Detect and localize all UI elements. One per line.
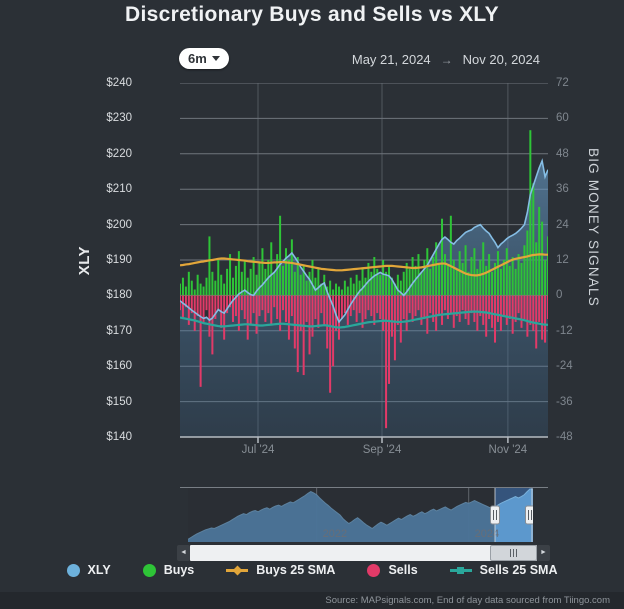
left-axis-tick: $200 xyxy=(106,218,132,231)
navigator-handle[interactable] xyxy=(525,505,534,525)
right-axis-tick: -24 xyxy=(556,360,573,373)
left-axis-tick: $150 xyxy=(106,395,132,408)
legend-circle-icon xyxy=(66,563,80,577)
legend-label: XLY xyxy=(87,563,111,577)
legend-item-sells-25-sma[interactable]: Sells 25 SMA xyxy=(449,563,558,577)
arrow-right-icon: → xyxy=(440,52,453,67)
right-axis-tick: 12 xyxy=(556,254,569,266)
x-axis-tick: Jul '24 xyxy=(241,444,275,456)
left-axis-tick: $240 xyxy=(106,77,132,89)
range-label: 6m xyxy=(188,51,207,66)
navigator-year-label: 2022 xyxy=(323,528,347,540)
legend-circle-icon xyxy=(367,563,381,577)
legend-label: Buys 25 SMA xyxy=(256,563,336,577)
scrollbar: ◄ ► xyxy=(177,545,550,561)
navigator-year-label: 2024 xyxy=(475,528,499,540)
legend-circle-icon xyxy=(142,563,156,577)
legend-label: Buys xyxy=(163,563,195,577)
x-axis-tick: Nov '24 xyxy=(488,444,528,456)
sells-sma-line xyxy=(180,310,548,329)
legend-line-square-icon xyxy=(449,564,472,577)
navigator-top-border xyxy=(180,487,548,488)
right-axis-tick: -12 xyxy=(556,324,573,337)
right-axis-title: BIG MONEY SIGNALS xyxy=(586,148,601,307)
right-axis-tick: -36 xyxy=(556,395,573,408)
scroll-left-button[interactable]: ◄ xyxy=(177,545,190,561)
left-axis-tick: $170 xyxy=(106,324,132,337)
left-axis-tick: $160 xyxy=(106,360,132,373)
legend-label: Sells 25 SMA xyxy=(479,563,558,577)
right-axis-tick: 0 xyxy=(556,289,563,302)
legend: XLY Buys Buys 25 SMA Sells Sells 25 SMA xyxy=(0,563,624,577)
range-selector-button[interactable]: 6m xyxy=(179,48,229,69)
left-axis-tick: $230 xyxy=(106,112,132,125)
right-axis-tick: 48 xyxy=(556,147,569,160)
right-axis-tick: 24 xyxy=(556,218,569,231)
main-chart[interactable] xyxy=(180,83,548,445)
scrollbar-thumb[interactable] xyxy=(490,545,537,561)
dropdown-caret-icon xyxy=(211,56,220,61)
sells-bars xyxy=(180,295,548,429)
right-axis-tick: 36 xyxy=(556,183,569,196)
date-end: Nov 20, 2024 xyxy=(462,52,540,67)
navigator-chart[interactable]: 2022 2024 xyxy=(188,488,533,542)
legend-line-diamond-icon xyxy=(226,564,249,577)
navigator-area xyxy=(188,488,533,542)
navigator-dim-mask xyxy=(188,488,495,542)
right-axis-tick: 60 xyxy=(556,112,569,125)
xly-area-series xyxy=(180,160,548,437)
legend-item-buys-25-sma[interactable]: Buys 25 SMA xyxy=(226,563,335,577)
buys-sma-line xyxy=(180,253,548,277)
left-axis-tick: $180 xyxy=(106,289,132,302)
right-axis-tick: 72 xyxy=(556,77,569,89)
left-axis-tick: $140 xyxy=(106,431,132,443)
xly-line xyxy=(180,158,548,324)
source-text: Source: MAPsignals.com, End of day data … xyxy=(325,595,610,606)
left-axis-tick: $220 xyxy=(106,147,132,160)
left-axis-tick: $210 xyxy=(106,183,132,196)
date-range: May 21, 2024 → Nov 20, 2024 xyxy=(352,52,540,67)
legend-label: Sells xyxy=(388,563,418,577)
legend-item-xly[interactable]: XLY xyxy=(66,563,111,577)
right-axis-tick: -48 xyxy=(556,431,573,443)
left-axis-tick: $190 xyxy=(106,254,132,266)
x-axis-tick: Sep '24 xyxy=(362,444,402,456)
legend-item-buys[interactable]: Buys xyxy=(142,563,195,577)
scroll-right-button[interactable]: ► xyxy=(537,545,550,561)
page-title: Discretionary Buys and Sells vs XLY xyxy=(125,3,499,26)
source-footer: Source: MAPsignals.com, End of day data … xyxy=(0,592,624,609)
buys-bars xyxy=(180,130,548,296)
navigator-handle[interactable] xyxy=(489,505,500,525)
date-start: May 21, 2024 xyxy=(351,52,431,67)
scrollbar-track[interactable] xyxy=(190,545,537,561)
legend-item-sells[interactable]: Sells xyxy=(367,563,418,577)
scrollbar-grip-icon xyxy=(510,549,511,557)
